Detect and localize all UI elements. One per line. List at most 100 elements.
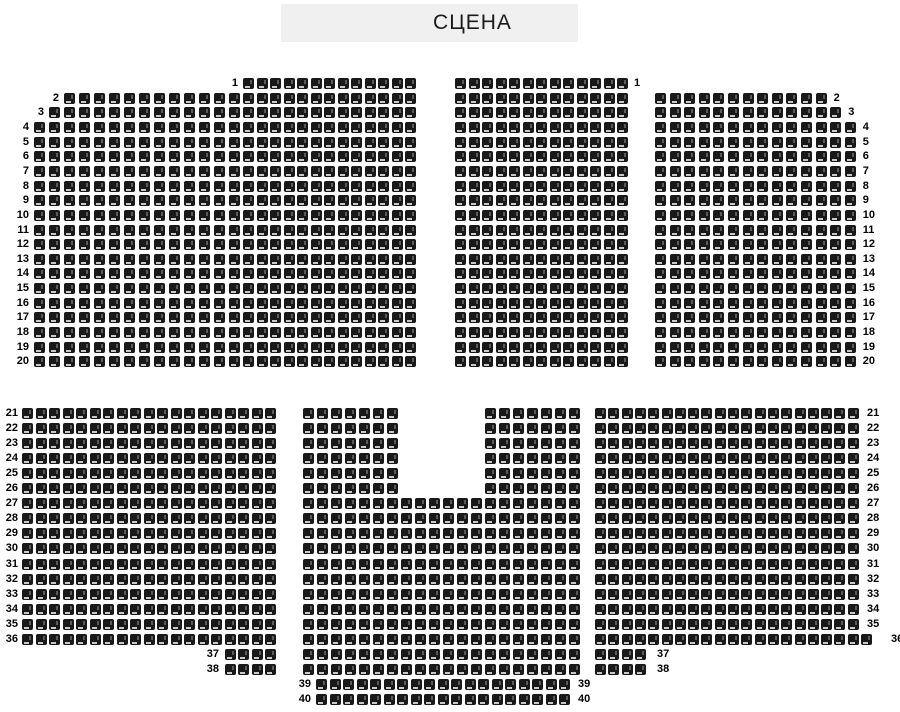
seat[interactable]	[834, 408, 846, 419]
seat[interactable]	[303, 513, 314, 525]
seat[interactable]	[742, 136, 754, 148]
seat[interactable]	[757, 151, 769, 163]
seat[interactable]	[807, 408, 819, 419]
seat[interactable]	[830, 151, 842, 163]
seat[interactable]	[251, 588, 263, 600]
seat[interactable]	[757, 327, 769, 339]
seat[interactable]	[603, 195, 615, 207]
seat[interactable]	[549, 136, 561, 148]
seat[interactable]	[595, 423, 606, 435]
seat[interactable]	[485, 408, 496, 419]
seat[interactable]	[270, 268, 281, 280]
seat[interactable]	[238, 663, 249, 675]
seat[interactable]	[283, 92, 295, 104]
seat[interactable]	[139, 92, 150, 104]
seat[interactable]	[184, 209, 195, 221]
seat[interactable]	[157, 423, 168, 435]
seat[interactable]	[482, 327, 493, 339]
seat[interactable]	[801, 92, 812, 104]
seat[interactable]	[310, 195, 322, 207]
seat[interactable]	[94, 107, 105, 119]
seat[interactable]	[22, 603, 33, 615]
seat[interactable]	[297, 356, 308, 368]
seat[interactable]	[94, 297, 105, 309]
seat[interactable]	[378, 239, 389, 251]
seat[interactable]	[522, 341, 534, 353]
seat[interactable]	[549, 239, 561, 251]
seat[interactable]	[184, 268, 195, 280]
seat[interactable]	[590, 327, 601, 339]
seat[interactable]	[595, 648, 606, 660]
seat[interactable]	[116, 453, 128, 465]
seat[interactable]	[713, 165, 725, 177]
seat[interactable]	[741, 408, 753, 419]
seat[interactable]	[238, 438, 249, 450]
seat[interactable]	[634, 663, 646, 675]
seat[interactable]	[807, 468, 819, 480]
seat[interactable]	[103, 633, 114, 645]
seat[interactable]	[563, 224, 574, 236]
seat[interactable]	[283, 136, 295, 148]
seat[interactable]	[608, 453, 620, 465]
seat[interactable]	[754, 468, 766, 480]
seat[interactable]	[199, 165, 210, 177]
seat[interactable]	[464, 693, 476, 705]
seat[interactable]	[331, 528, 342, 540]
seat[interactable]	[256, 327, 268, 339]
seat[interactable]	[94, 341, 105, 353]
seat[interactable]	[169, 151, 180, 163]
seat[interactable]	[184, 453, 195, 465]
seat[interactable]	[169, 283, 180, 295]
seat[interactable]	[621, 573, 633, 585]
seat[interactable]	[669, 268, 681, 280]
seat[interactable]	[522, 297, 534, 309]
seat[interactable]	[49, 165, 60, 177]
seat[interactable]	[563, 268, 574, 280]
seat[interactable]	[771, 121, 783, 133]
seat[interactable]	[359, 573, 370, 585]
seat[interactable]	[569, 483, 580, 495]
seat[interactable]	[243, 327, 254, 339]
seat[interactable]	[49, 498, 60, 510]
seat[interactable]	[847, 633, 859, 645]
seat[interactable]	[443, 618, 454, 630]
seat[interactable]	[103, 588, 114, 600]
seat[interactable]	[184, 573, 195, 585]
seat[interactable]	[661, 573, 673, 585]
seat[interactable]	[661, 468, 673, 480]
seat[interactable]	[807, 543, 819, 555]
seat[interactable]	[541, 633, 552, 645]
seat[interactable]	[345, 438, 356, 450]
seat[interactable]	[669, 253, 681, 265]
seat[interactable]	[590, 356, 601, 368]
seat[interactable]	[527, 453, 538, 465]
seat[interactable]	[251, 648, 263, 660]
seat[interactable]	[830, 180, 842, 192]
seat[interactable]	[513, 633, 524, 645]
seat[interactable]	[608, 423, 620, 435]
seat[interactable]	[522, 180, 534, 192]
seat[interactable]	[621, 648, 633, 660]
seat[interactable]	[303, 468, 314, 480]
seat[interactable]	[621, 423, 633, 435]
seat[interactable]	[49, 209, 60, 221]
seat[interactable]	[184, 618, 195, 630]
seat[interactable]	[170, 558, 182, 570]
seat[interactable]	[563, 165, 574, 177]
seat[interactable]	[569, 423, 580, 435]
seat[interactable]	[387, 423, 398, 435]
seat[interactable]	[283, 239, 295, 251]
seat[interactable]	[256, 268, 268, 280]
seat[interactable]	[197, 438, 209, 450]
seat[interactable]	[485, 618, 496, 630]
seat[interactable]	[713, 195, 725, 207]
seat[interactable]	[64, 224, 75, 236]
seat[interactable]	[243, 136, 254, 148]
seat[interactable]	[728, 209, 739, 221]
seat[interactable]	[139, 195, 150, 207]
seat[interactable]	[64, 151, 75, 163]
seat[interactable]	[116, 603, 128, 615]
seat[interactable]	[157, 528, 168, 540]
seat[interactable]	[815, 107, 827, 119]
seat[interactable]	[337, 341, 349, 353]
